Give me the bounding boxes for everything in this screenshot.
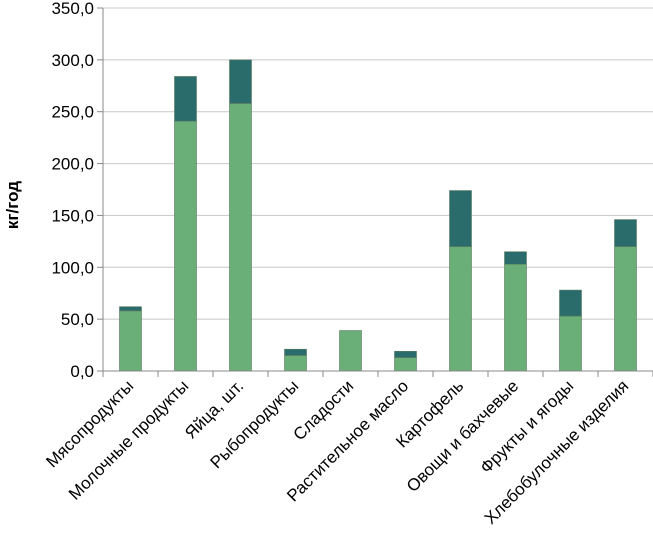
bar-segment-1: [119, 310, 142, 372]
y-tick-labels: 0,0 50,0 100,0 150,0 200,0 250,0 300,0 350,0: [51, 0, 103, 381]
bar-segment-1: [559, 315, 582, 372]
y-tick-label: 100,0: [51, 258, 94, 277]
bar-segment-2: [614, 219, 637, 247]
y-tick-label: 200,0: [51, 155, 94, 174]
bar-segment-1: [394, 357, 417, 372]
bar-segment-2: [504, 251, 527, 265]
axes: [102, 8, 653, 377]
bar-segment-2: [174, 76, 197, 122]
y-tick-label: 150,0: [51, 206, 94, 225]
bar-segment-1: [449, 246, 472, 372]
bar-segment-1: [174, 120, 197, 372]
bar-segment-2: [119, 306, 142, 312]
bar-segment-1: [284, 355, 307, 372]
bar-segment-2: [394, 350, 417, 358]
bar-segment-2: [229, 59, 252, 104]
bar-segment-2: [449, 190, 472, 247]
y-tick-label: 50,0: [61, 310, 94, 329]
bar-segment-1: [229, 103, 252, 372]
bar-segment-1: [504, 263, 527, 372]
y-axis-title: кг/год: [3, 181, 22, 229]
y-tick-label: 250,0: [51, 103, 94, 122]
bar-segment-2: [559, 289, 582, 317]
y-tick-label: 350,0: [51, 0, 94, 18]
bars: [119, 59, 637, 372]
bar-segment-1: [614, 246, 637, 372]
y-tick-label: 300,0: [51, 51, 94, 70]
category-label: Фрукты и ягоды: [477, 376, 578, 477]
bar-segment-2: [284, 348, 307, 356]
bar-segment-1: [339, 330, 362, 372]
y-tick-label: 0,0: [70, 362, 94, 381]
